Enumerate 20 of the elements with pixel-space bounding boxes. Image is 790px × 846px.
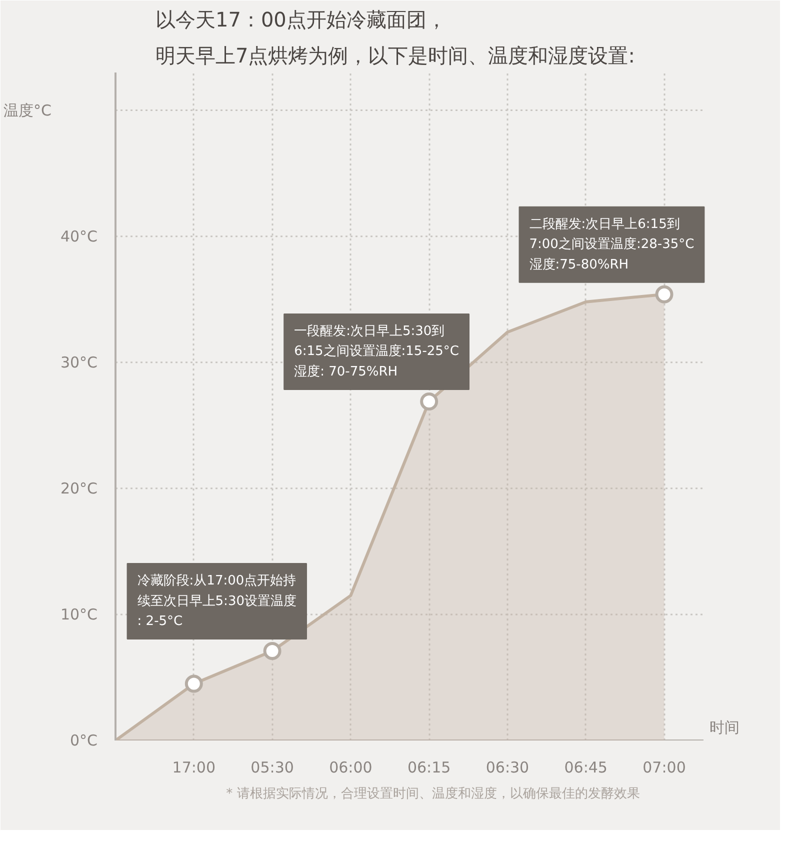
y-tick-label: 30°C xyxy=(60,353,98,372)
x-tick-label: 06:15 xyxy=(407,758,451,776)
annotation: 冷藏阶段:从17:00点开始持续至次日早上5:30设置温度: 2-5°C xyxy=(137,574,296,630)
chart-title: 以今天17：00点开始冷藏面团， xyxy=(156,8,446,32)
x-tick-label: 05:30 xyxy=(250,758,294,776)
y-tick-label: 0°C xyxy=(70,732,98,750)
x-tick-label: 06:00 xyxy=(329,758,372,776)
y-tick-label: 40°C xyxy=(60,227,98,246)
annotation: 一段醒发:次日早上5:30到6:15之间设置温度:15-25°C湿度: 70-75%RH xyxy=(294,324,460,380)
chart-subtitle: 明天早上7点烘烤为例，以下是时间、温度和湿度设置: xyxy=(156,44,635,68)
x-tick-label: 06:45 xyxy=(564,758,608,776)
x-tick-label: 07:00 xyxy=(642,758,686,776)
x-axis-title: 时间 xyxy=(709,718,740,736)
x-tick-label: 06:30 xyxy=(486,758,530,776)
y-axis-title: 温度°C xyxy=(4,101,52,120)
annotation: 二段醒发:次日早上6:15到7:00之间设置温度:28-35°C湿度:75-80%RH xyxy=(529,216,694,272)
y-tick-label: 20°C xyxy=(60,479,98,498)
y-tick-label: 10°C xyxy=(60,605,98,624)
text: * 请根据实际情况，合理设置时间、温度和湿度，以确保最佳的发酵效果 xyxy=(226,786,640,802)
x-tick-label: 17:00 xyxy=(172,758,216,776)
